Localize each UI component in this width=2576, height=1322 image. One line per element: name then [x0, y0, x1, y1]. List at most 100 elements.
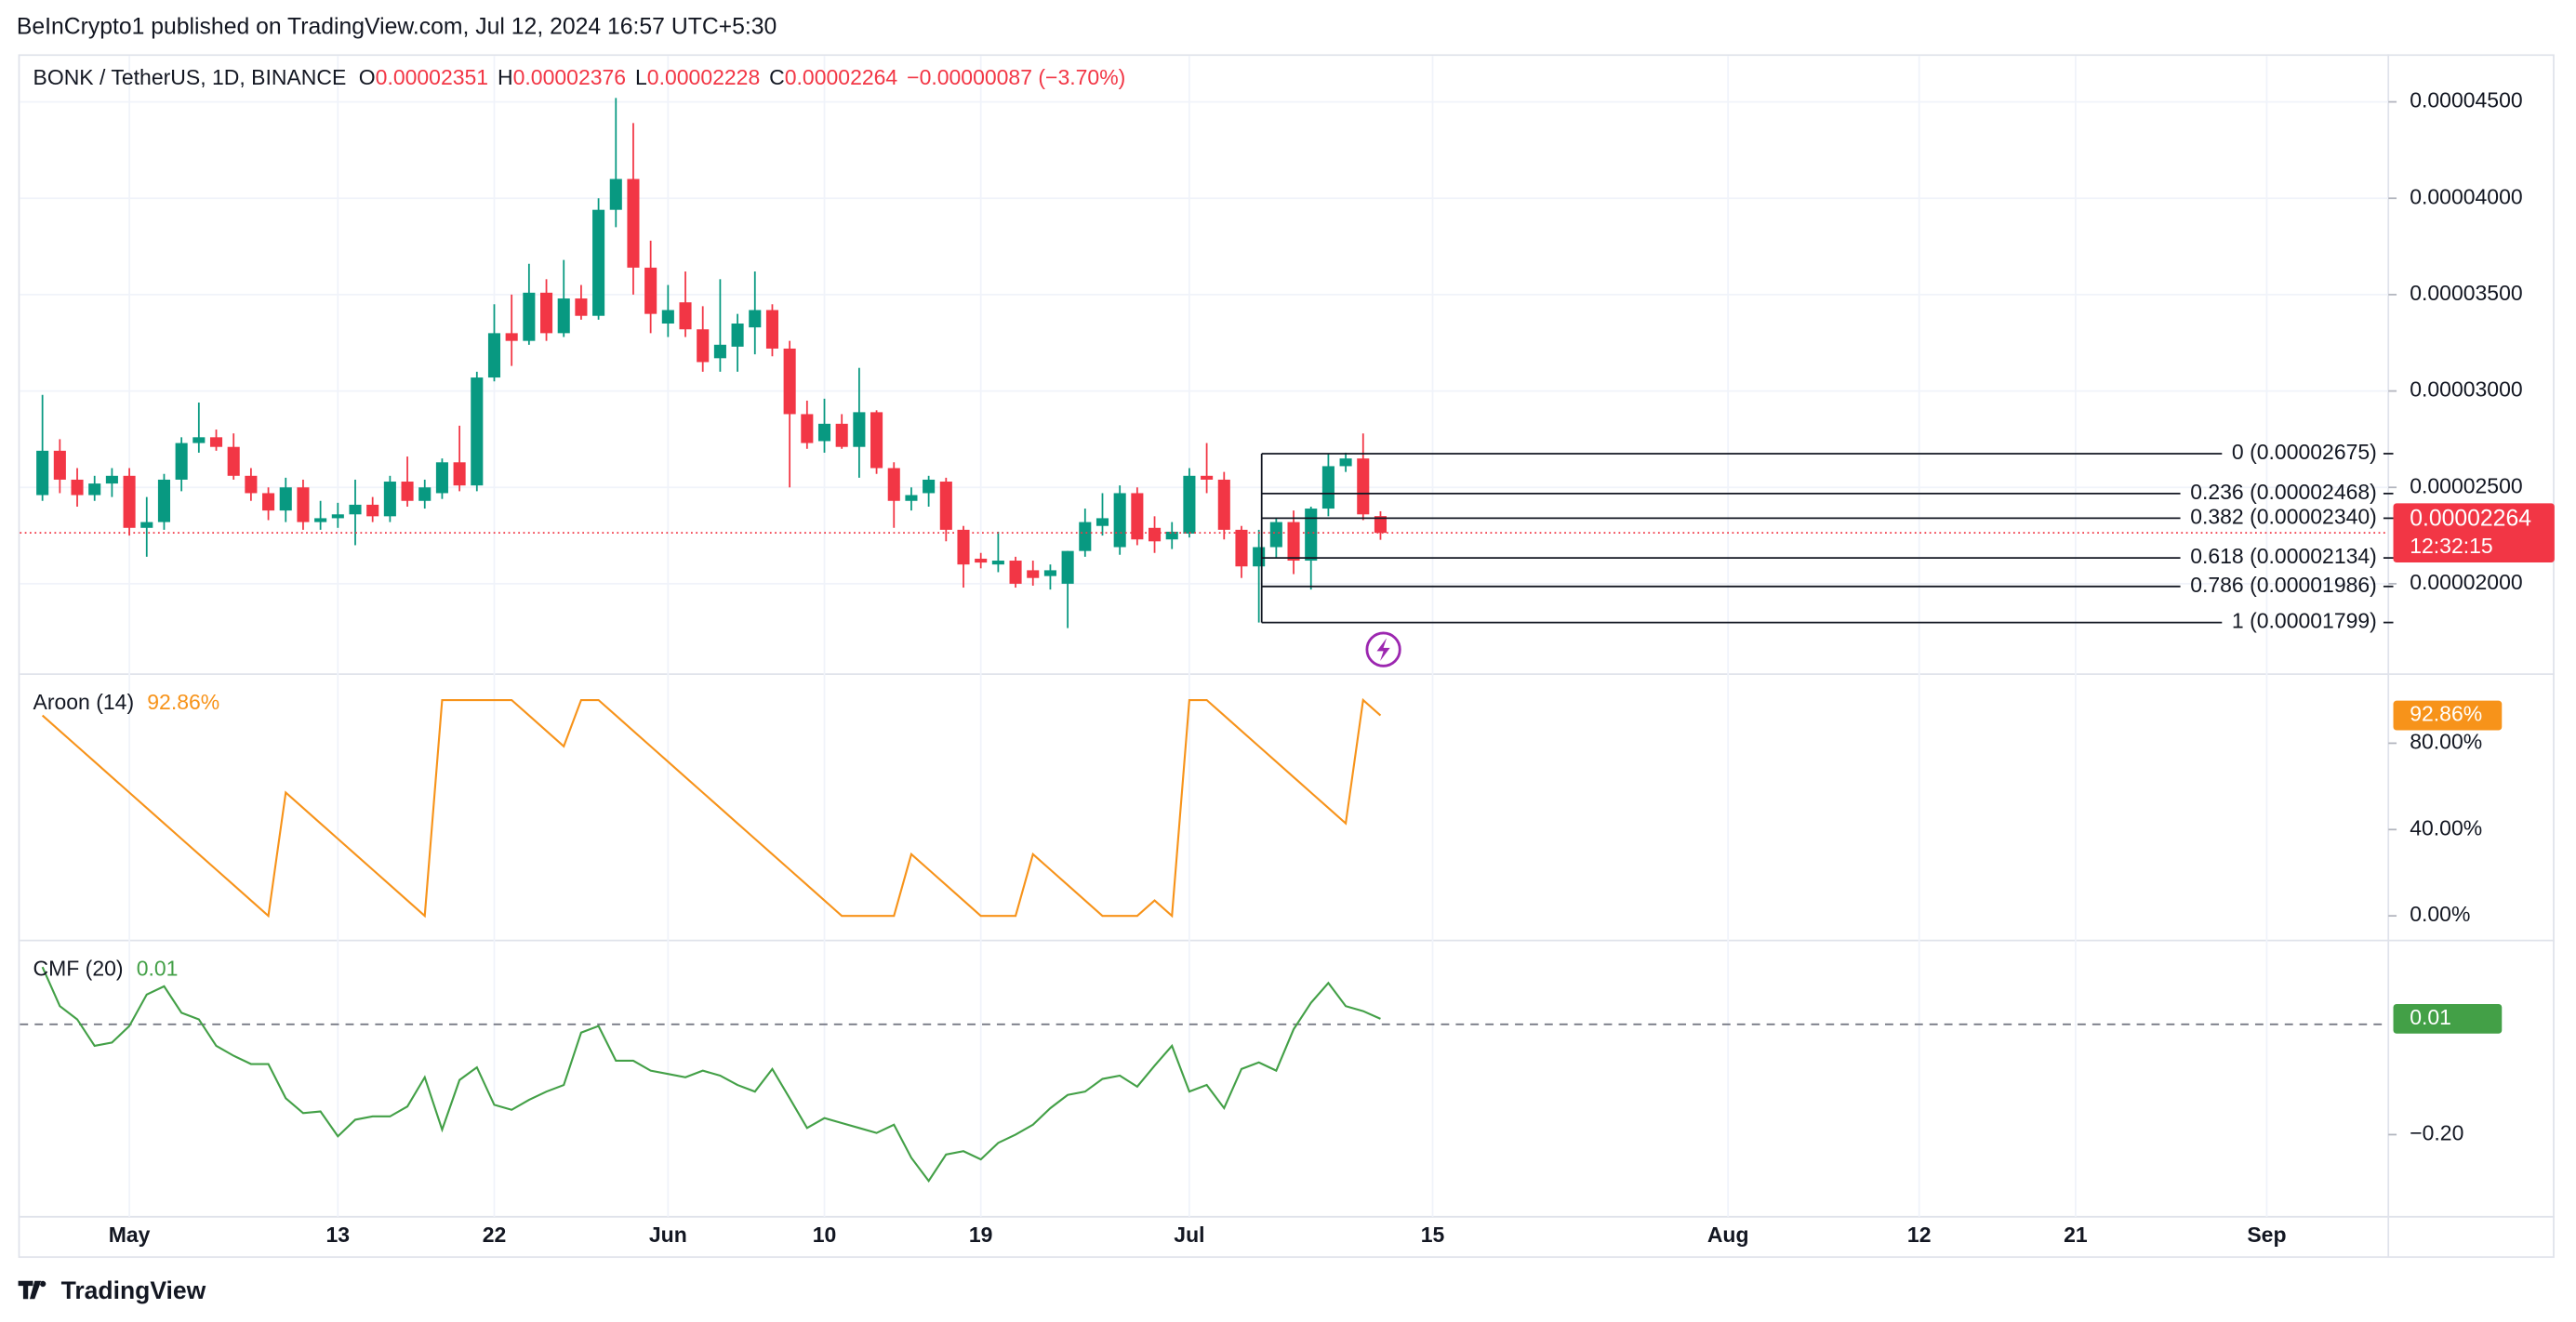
candle-body: [1095, 518, 1109, 526]
fib-label: 0 (0.00002675): [2232, 440, 2377, 464]
chart-layer: May 13 22 Jun 10 19 Jul 15 Aug 12 21 Sep 0.00004500 0…: [20, 56, 2555, 1247]
y-tick-label: 80.00%: [2410, 730, 2482, 754]
candle-body: [1357, 458, 1370, 515]
candle-body: [679, 302, 692, 330]
candle-body: [1165, 531, 1178, 540]
candle-body: [1149, 527, 1162, 542]
fib-label: 0.786 (0.00001986): [2190, 573, 2377, 597]
x-tick-label: Sep: [2247, 1223, 2286, 1247]
value-box: [2393, 700, 2503, 731]
candle-body: [227, 446, 240, 476]
legend-value: 92.86%: [147, 690, 219, 714]
candle-body: [383, 482, 396, 517]
candle-body: [801, 414, 814, 443]
x-tick-label: 13: [326, 1223, 351, 1247]
y-tick-label: 0.00002000: [2410, 570, 2522, 594]
x-tick-label: 12: [1907, 1223, 1932, 1247]
candle-body: [592, 209, 605, 316]
x-tick-label: 21: [2064, 1223, 2088, 1247]
candle-body: [418, 487, 432, 501]
logo-mark: [18, 1280, 46, 1300]
candle-body: [731, 324, 744, 347]
candle-body: [1305, 509, 1318, 562]
ohlc-value: 0.00002264: [785, 65, 898, 89]
brand: TradingView: [61, 1276, 206, 1304]
candle-body: [349, 504, 362, 515]
fib-label: 0.618 (0.00002134): [2190, 544, 2377, 568]
candle-body: [939, 482, 952, 530]
candle-body: [1269, 522, 1282, 548]
x-tick-label: 19: [969, 1223, 993, 1247]
candle-body: [1079, 522, 1092, 551]
event-icon[interactable]: [1365, 631, 1401, 668]
candle-body: [609, 178, 622, 210]
candle-body: [1217, 479, 1230, 530]
candle-body: [1321, 466, 1334, 509]
x-tick-label: 10: [813, 1223, 837, 1247]
candle-body: [505, 333, 518, 341]
candle-body: [435, 462, 448, 494]
y-tick-label: 40.00%: [2410, 815, 2482, 839]
candle-body: [783, 348, 796, 415]
publish-note: BeInCrypto1 published on TradingView.com…: [17, 15, 777, 40]
candle-body: [817, 423, 831, 442]
x-tick-label: May: [109, 1223, 151, 1247]
fib-label: 0.236 (0.00002468): [2190, 480, 2377, 504]
candle-body: [1339, 458, 1352, 467]
candle-body: [471, 377, 484, 486]
candle-body: [991, 561, 1004, 565]
candle-body: [523, 292, 536, 341]
value-box-label: 92.86%: [2410, 702, 2482, 726]
candle-body: [749, 310, 762, 328]
legend: Aroon (14) 92.86%: [33, 690, 220, 714]
x-tick-label: Jun: [649, 1223, 687, 1247]
candle-body: [297, 487, 310, 522]
value-box: [2393, 1003, 2503, 1034]
candle-body: [1374, 516, 1387, 534]
x-tick-label: Jul: [1174, 1223, 1204, 1247]
legend: CMF (20) 0.01: [33, 957, 179, 981]
change: −0.00000087 (−3.70%): [907, 65, 1125, 89]
y-tick-label: 0.00004000: [2410, 184, 2522, 208]
candle-body: [575, 298, 588, 316]
symbol-legend: BONK / TetherUS, 1D, BINANCE O0.00002351…: [33, 65, 1126, 89]
candle-body: [123, 475, 136, 528]
candle-body: [627, 178, 640, 268]
candle-body: [957, 529, 970, 565]
candle-body: [175, 443, 188, 480]
candle-body: [1043, 570, 1056, 576]
candle-body: [870, 412, 883, 469]
candle-body: [36, 450, 49, 496]
ohlc-value: 0.00002228: [647, 65, 760, 89]
candle-body: [1131, 493, 1144, 540]
candle-body: [262, 493, 275, 511]
ohlc-label: O: [359, 65, 376, 89]
countdown: 12:32:15: [2410, 534, 2492, 558]
candle-body: [105, 475, 118, 484]
chart-frame: [18, 54, 2555, 1259]
candle-body: [401, 482, 414, 501]
ohlc-label: L: [635, 65, 647, 89]
candle-body: [1009, 561, 1022, 584]
y-tick-label: 0.00003500: [2410, 281, 2522, 305]
y-tick-label: 0.00004500: [2410, 88, 2522, 112]
candle-body: [314, 518, 327, 522]
legend-name: Aroon (14): [33, 690, 135, 714]
candle-body: [209, 437, 223, 447]
candle-body: [765, 310, 778, 349]
candle-body: [644, 267, 657, 314]
candle-body: [1113, 493, 1126, 548]
value-box-label: 0.01: [2410, 1005, 2451, 1029]
candle-body: [245, 475, 258, 494]
y-tick-label: −0.20: [2410, 1121, 2463, 1145]
candle-body: [975, 558, 988, 563]
candle-body: [557, 298, 570, 334]
legend-value: 0.01: [137, 957, 179, 981]
candle-body: [853, 412, 866, 447]
candle-body: [366, 504, 379, 517]
legend-name: CMF (20): [33, 957, 124, 981]
price-box: [2393, 503, 2555, 563]
x-tick-label: Aug: [1707, 1223, 1749, 1247]
